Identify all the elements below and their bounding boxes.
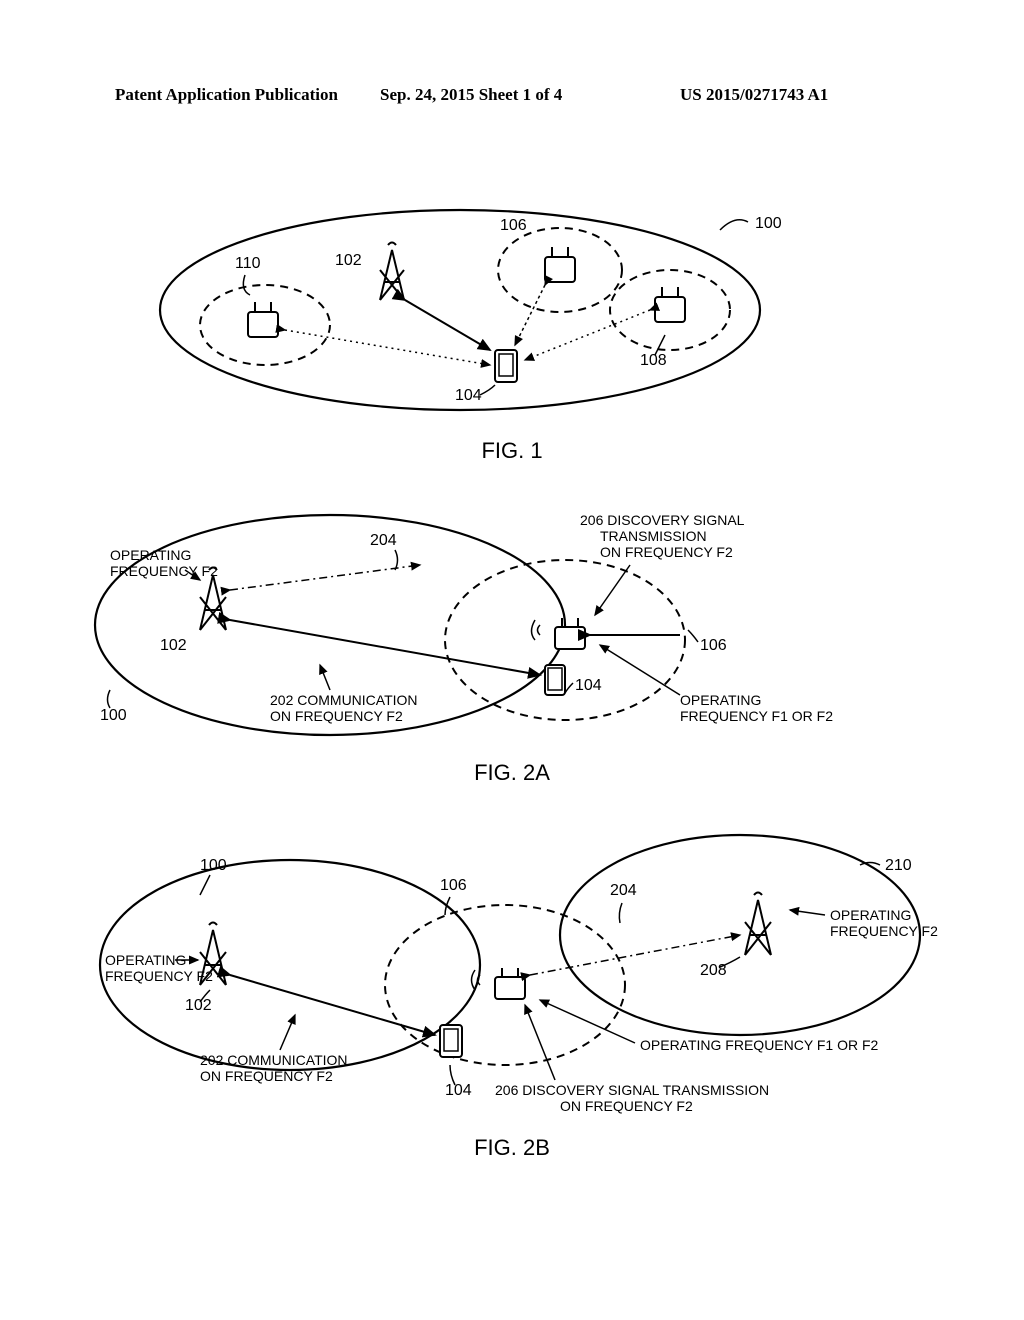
text-comm202-2a: 202 COMMUNICATION ON FREQUENCY F2 [270, 692, 421, 724]
label-204-2a: 204 [370, 532, 397, 549]
link-204-2a [230, 565, 420, 590]
label-110: 110 [235, 255, 261, 272]
arrow-202-2b [280, 1015, 295, 1050]
figure-1: 100 110 102 106 104 108 [0, 190, 1024, 440]
label-208-2b: 208 [700, 962, 727, 979]
link-106-ue [515, 285, 545, 345]
label-106-2b: 106 [440, 877, 467, 894]
header-left: Patent Application Publication [115, 85, 338, 105]
figure-2b: 100 106 204 210 OPERATING FREQUENCY F2 1… [0, 815, 1024, 1135]
arrow-206-2a [595, 565, 630, 615]
arrow-opf1f2-2a [600, 645, 680, 695]
label-100-2a: 100 [100, 707, 127, 724]
fig1-caption: FIG. 1 [0, 438, 1024, 464]
tower-icon-208-2b [745, 893, 771, 956]
arrow-206-2b [525, 1005, 555, 1080]
leader-104 [480, 385, 495, 395]
leader-204-2a [395, 550, 398, 570]
arrow-202-2a [320, 665, 330, 690]
fig2b-caption: FIG. 2B [0, 1135, 1024, 1161]
label-106-2a: 106 [700, 637, 727, 654]
text-opf2-2a: OPERATING FREQUENCY F2 [110, 547, 218, 579]
wave-left2-2a [532, 620, 536, 640]
label-104-2a: 104 [575, 677, 602, 694]
text-opf2-right-2b: OPERATING FREQUENCY F2 [830, 907, 938, 939]
link-202-2a [230, 620, 540, 675]
label-104-2b: 104 [445, 1082, 472, 1099]
header-right: US 2015/0271743 A1 [680, 85, 828, 105]
link-108-ue [525, 310, 650, 360]
bs-icon-110 [248, 302, 278, 337]
bs-icon-200-2a [555, 618, 585, 649]
leader-100 [720, 220, 748, 230]
label-106: 106 [500, 217, 527, 234]
wave-l2-2b [472, 970, 476, 990]
tower-icon [380, 243, 404, 301]
leader-100-2b [200, 875, 210, 895]
leader-106-2a [688, 630, 698, 642]
text-opf1f2-2a: OPERATING FREQUENCY F1 OR F2 [680, 692, 833, 724]
link-tower-ue [405, 300, 490, 350]
label-108: 108 [640, 352, 667, 369]
ue-icon-2a [545, 665, 565, 695]
leader-204-2b [619, 903, 622, 923]
fig2a-caption: FIG. 2A [0, 760, 1024, 786]
label-204-2b: 204 [610, 882, 637, 899]
page: Patent Application Publication Sep. 24, … [0, 0, 1024, 1320]
link-202-2b [230, 975, 435, 1035]
wave-left-2a [538, 625, 541, 635]
text-disc206-2b: 206 DISCOVERY SIGNAL TRANSMISSION ON FRE… [495, 1082, 773, 1114]
leader-104-2a [565, 683, 573, 693]
label-102-2a: 102 [160, 637, 187, 654]
text-disc206-2a: 206 DISCOVERY SIGNAL TRANSMISSION ON FRE… [580, 512, 748, 560]
label-102-2b: 102 [185, 997, 212, 1014]
figure-2a: 204 OPERATING FREQUENCY F2 102 100 202 C… [0, 490, 1024, 760]
arrow-opf2-right-2b [790, 910, 825, 915]
label-210-2b: 210 [885, 857, 912, 874]
bs-icon-200-2b [495, 968, 525, 999]
ue-icon [495, 350, 517, 382]
leader-110 [243, 275, 250, 295]
leader-100-2a [108, 690, 111, 708]
text-opf1f2-2b: OPERATING FREQUENCY F1 OR F2 [640, 1037, 879, 1053]
ue-icon-2b [440, 1025, 462, 1057]
label-104: 104 [455, 387, 482, 404]
text-opf2-left-2b: OPERATING FREQUENCY F2 [105, 952, 213, 984]
link-110-ue [285, 330, 490, 365]
header-mid: Sep. 24, 2015 Sheet 1 of 4 [380, 85, 562, 105]
bs-icon-106 [545, 247, 575, 282]
label-100-2b: 100 [200, 857, 227, 874]
text-comm202-2b: 202 COMMUNICATION ON FREQUENCY F2 [200, 1052, 351, 1084]
bs-icon-108 [655, 287, 685, 322]
label-102: 102 [335, 252, 362, 269]
label-100: 100 [755, 215, 782, 232]
